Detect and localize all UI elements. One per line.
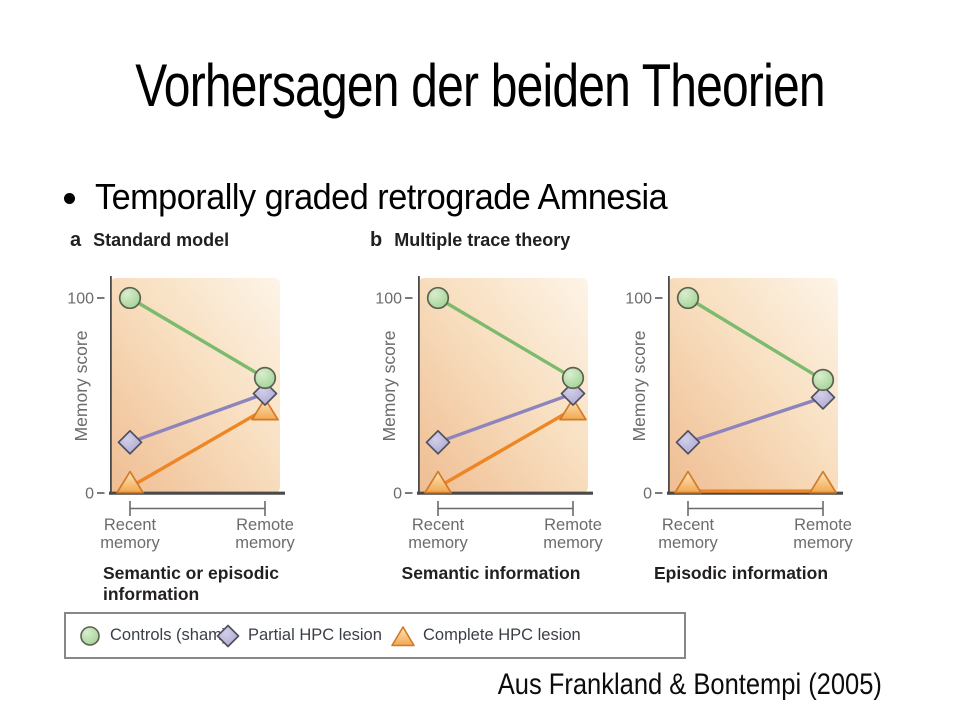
y-tick-label: 100 — [67, 291, 94, 308]
figure-legend: Controls (sham) Partial HPC lesion Compl… — [64, 612, 686, 659]
panel-a-title: Standard model — [93, 230, 230, 250]
y-tick-label: 100 — [625, 291, 652, 308]
x-category-remote: Remote memory — [793, 516, 853, 553]
controls-circle-icon — [80, 625, 100, 646]
partial-lesion-diamond-icon — [216, 624, 240, 647]
panel-a-caption: Semantic or episodic information — [103, 563, 280, 604]
y-tick-label: 100 — [375, 291, 402, 308]
panel-a-header: a Standard model — [70, 229, 229, 252]
panel-b-caption: Semantic information — [401, 563, 581, 583]
x-category-recent: Recent memory — [658, 516, 718, 553]
citation: Aus Frankland & Bontempi (2005) — [497, 668, 882, 701]
panel-b-header: b Multiple trace theory — [370, 229, 570, 252]
panel-a: 100 0 Memory score Recent memory Remote me… — [58, 270, 308, 620]
panel-c-chart: 100 0 Memory score — [625, 276, 843, 516]
x-category-remote: Remote memory — [543, 516, 603, 553]
x-category-recent: Recent memory — [100, 516, 160, 553]
complete-lesion-triangle-icon — [391, 625, 415, 646]
panel-b: 100 0 Memory score Recent memory Remote me… — [366, 270, 616, 620]
y-axis-label: Memory score — [379, 331, 399, 442]
panel-b-letter: b — [370, 229, 383, 251]
legend-item-controls: Controls (sham) — [78, 614, 227, 657]
panel-a-chart: 100 0 Memory score — [67, 276, 285, 516]
x-category-recent: Recent memory — [408, 516, 468, 553]
y-tick-label: 0 — [393, 486, 402, 503]
y-axis-label: Memory score — [71, 331, 91, 442]
y-tick-label: 0 — [643, 486, 652, 503]
panel-a-letter: a — [70, 229, 82, 251]
panel-b-title: Multiple trace theory — [394, 230, 571, 250]
panel-c-caption: Episodic information — [653, 563, 829, 583]
bullet-text: Temporally graded retrograde Amnesia — [95, 176, 668, 217]
y-axis-label: Memory score — [629, 331, 649, 442]
bullet-dot — [64, 193, 75, 204]
legend-label: Partial HPC lesion — [248, 626, 382, 644]
panel-c: 100 0 Memory score Recent memory Remote me… — [616, 270, 866, 620]
legend-item-complete-lesion: Complete HPC lesion — [391, 614, 581, 657]
page-title: Vorhersagen der beiden Theorien — [135, 52, 825, 119]
legend-label: Complete HPC lesion — [423, 626, 581, 644]
x-category-remote: Remote memory — [235, 516, 295, 553]
legend-item-partial-lesion: Partial HPC lesion — [216, 614, 382, 657]
legend-label: Controls (sham) — [110, 626, 228, 644]
panel-b-chart: 100 0 Memory score — [375, 276, 593, 516]
y-tick-label: 0 — [85, 486, 94, 503]
